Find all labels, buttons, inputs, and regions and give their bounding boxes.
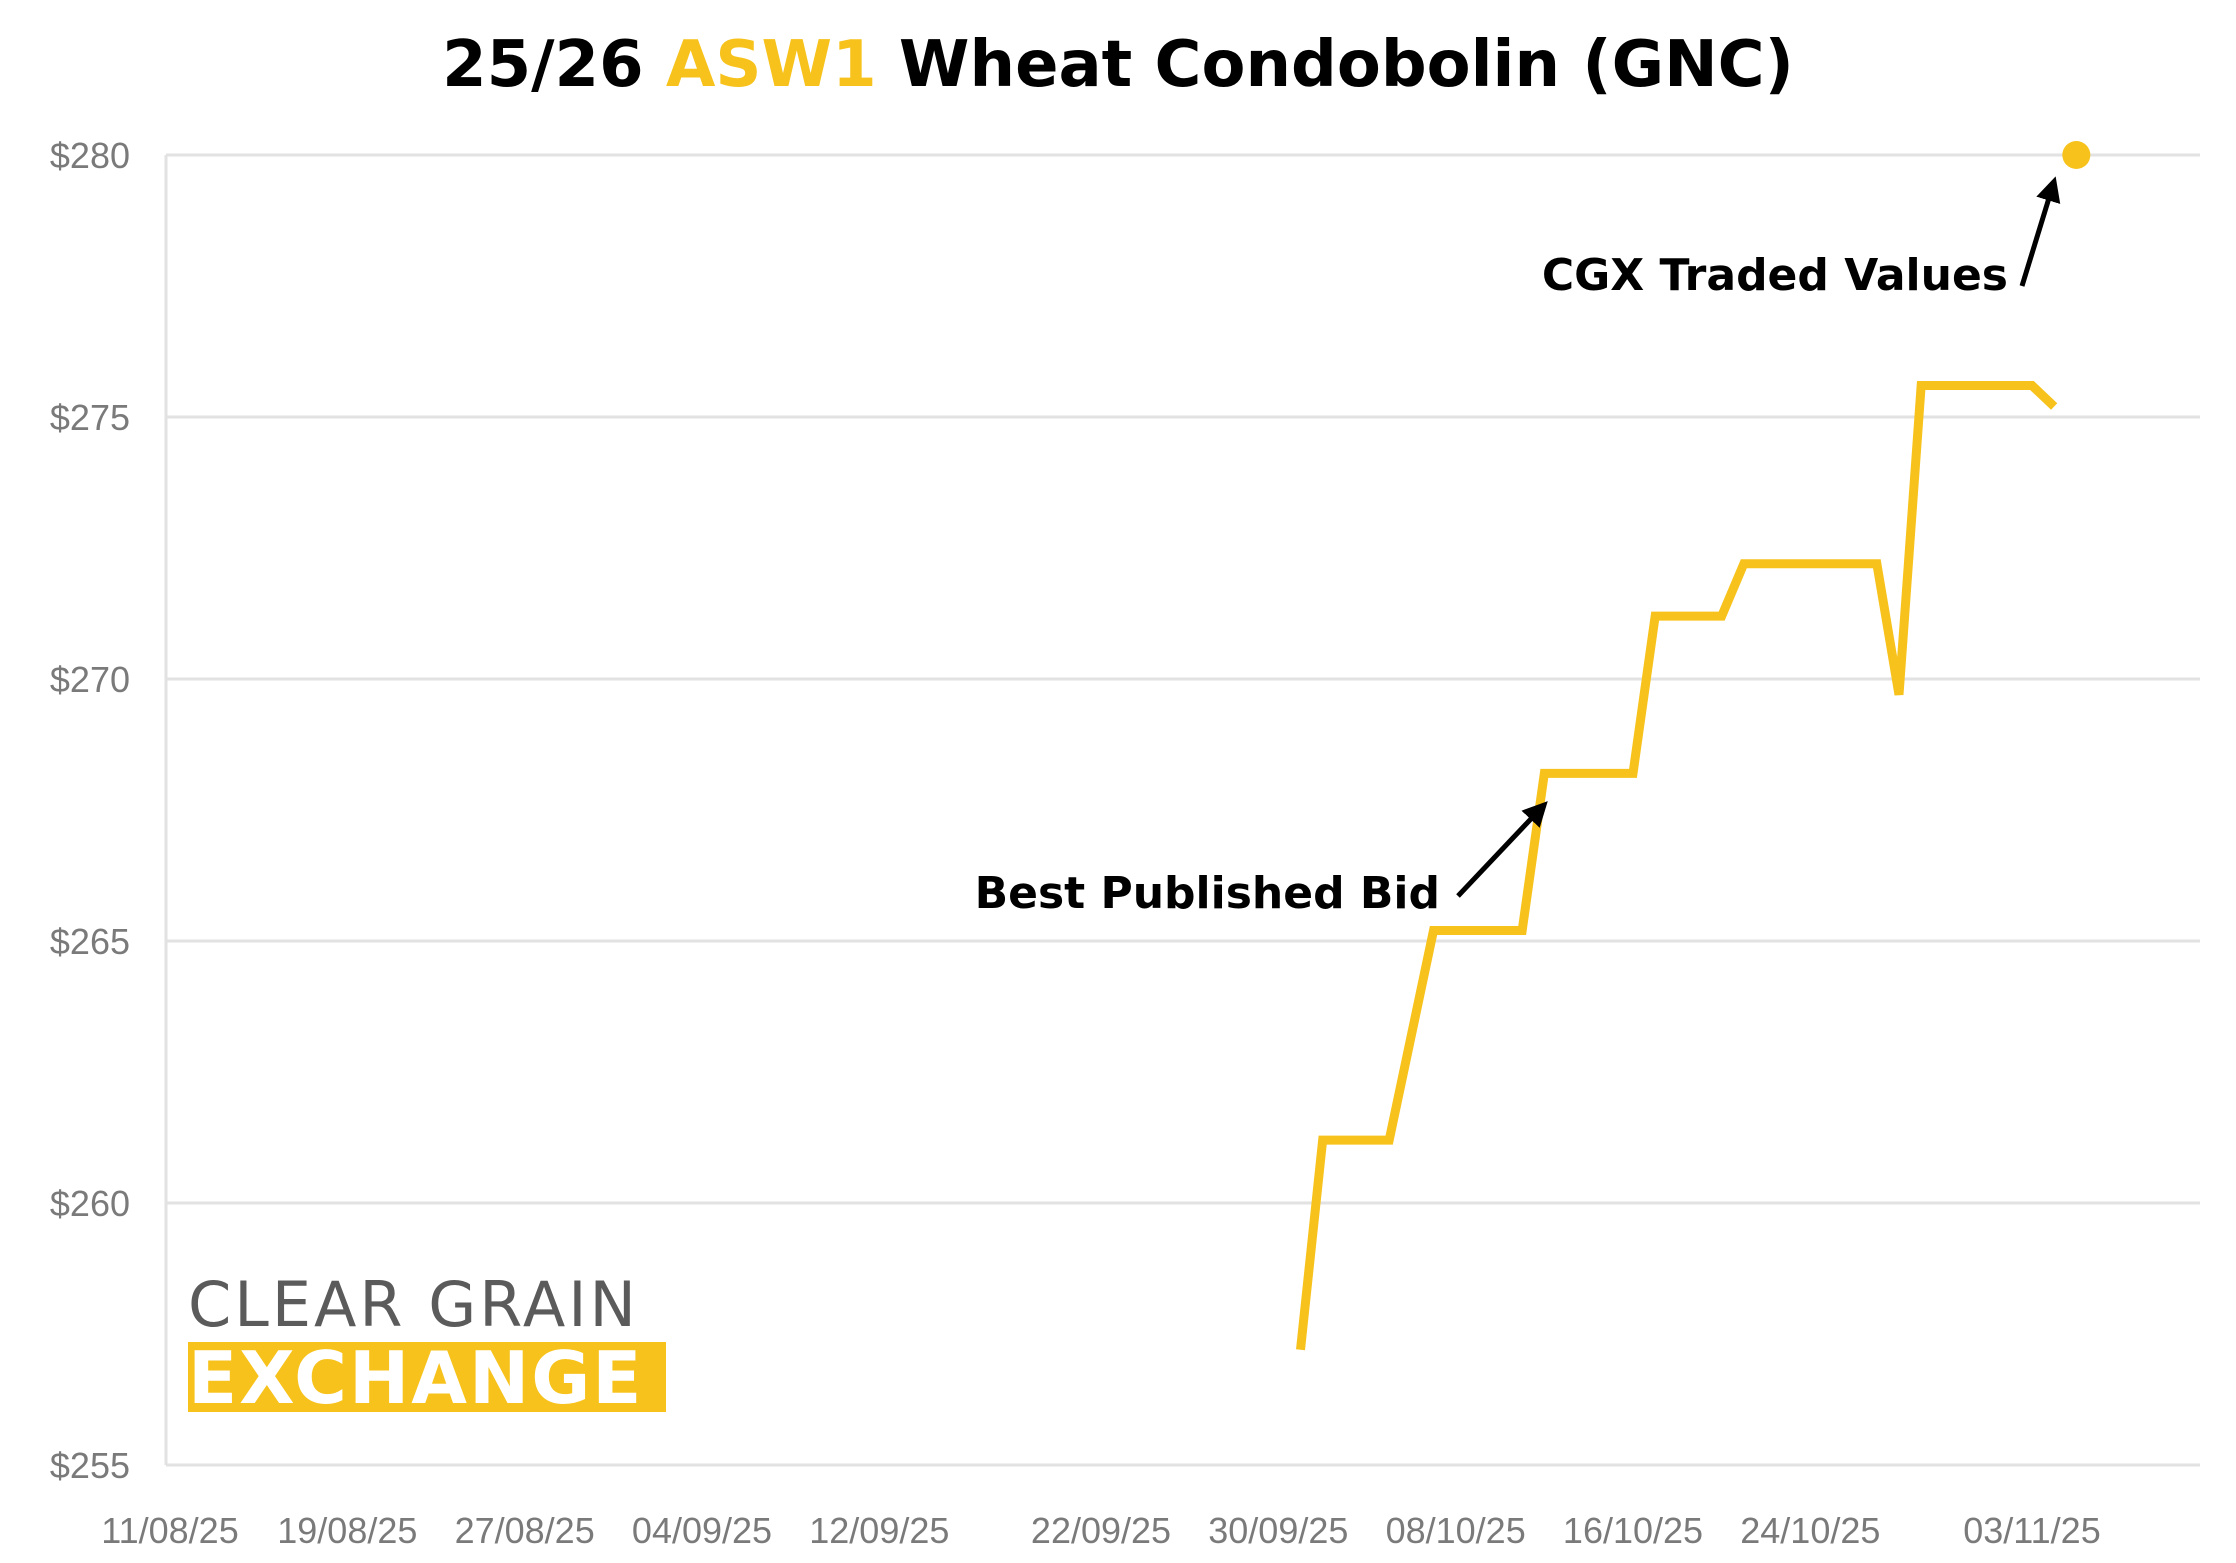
x-tick-label: 24/10/25 [1740,1510,1880,1551]
y-tick-label: $275 [50,397,130,438]
chart-title: 25/26 ASW1 Wheat Condobolin (GNC) [0,28,2236,102]
logo-line-1: CLEAR GRAIN [188,1268,639,1341]
clear-grain-exchange-logo: CLEAR GRAIN EXCHANGE [188,1272,668,1412]
annotation-label: Best Published Bid [975,868,1440,919]
x-tick-label: 16/10/25 [1563,1510,1703,1551]
x-tick-label: 30/09/25 [1208,1510,1348,1551]
x-tick-label: 27/08/25 [455,1510,595,1551]
y-tick-label: $260 [50,1183,130,1224]
x-tick-label: 19/08/25 [277,1510,417,1551]
title-prefix: 25/26 [442,28,666,102]
x-tick-label: 11/08/25 [101,1510,238,1551]
x-tick-label: 08/10/25 [1386,1510,1526,1551]
y-tick-label: $280 [50,135,130,176]
x-tick-label: 22/09/25 [1031,1510,1171,1551]
title-suffix: Wheat Condobolin (GNC) [876,28,1794,102]
annotation-arrow [2019,176,2061,287]
y-tick-label: $255 [50,1445,130,1486]
logo-line-2-box: EXCHANGE [188,1342,666,1412]
annotation-label: CGX Traded Values [1542,250,2008,301]
y-tick-label: $265 [50,921,130,962]
title-accent: ASW1 [665,28,877,102]
y-tick-label: $270 [50,659,130,700]
series-line-best-published-bid [1296,381,2058,1351]
annotation-arrow [1456,801,1548,898]
series-point-cgx-traded [2062,141,2091,169]
x-tick-label: 12/09/25 [809,1510,949,1551]
x-tick-label: 03/11/25 [1963,1510,2100,1551]
x-tick-label: 04/09/25 [632,1510,772,1551]
logo-line-2: EXCHANGE [188,1342,644,1412]
